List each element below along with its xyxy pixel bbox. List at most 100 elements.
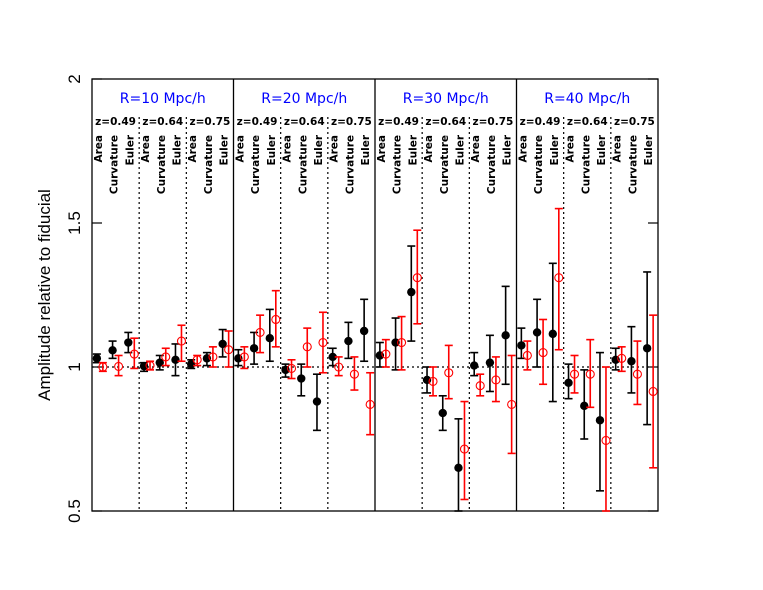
- data-point-filled: [501, 331, 510, 340]
- data-point-open: [428, 376, 438, 386]
- statistic-label: Curvature: [439, 135, 451, 194]
- data-point-open: [349, 369, 359, 379]
- statistic-label: Euler: [454, 134, 466, 165]
- data-point-open: [412, 273, 422, 283]
- data-point-open: [239, 352, 249, 362]
- data-point-filled: [359, 326, 369, 336]
- redshift-label: z=0.64: [425, 116, 466, 128]
- data-point-open: [554, 273, 564, 283]
- statistic-label: Curvature: [486, 135, 498, 194]
- statistic-label: Euler: [171, 134, 183, 165]
- panel-titles: R=10 Mpc/h R=20 Mpc/h R=30 Mpc/h R=40 Mpc/h: [120, 91, 630, 107]
- data-point-open: [585, 369, 595, 379]
- data-point-open: [538, 348, 548, 358]
- data-point-filled: [532, 328, 542, 337]
- data-point-filled: [92, 354, 102, 363]
- redshift-label: z=0.75: [473, 116, 514, 128]
- data-point-filled: [124, 338, 133, 347]
- statistic-label: Curvature: [156, 135, 168, 194]
- y-axis: 0.5 1 1.5 2: [65, 74, 658, 523]
- panel-dividers: [232, 79, 518, 511]
- data-point-filled: [281, 365, 290, 375]
- data-point-open: [255, 327, 265, 337]
- statistic-label: Area: [517, 135, 529, 163]
- redshift-dividers: [138, 117, 612, 511]
- data-point-filled: [485, 358, 495, 367]
- data-point-open: [129, 349, 139, 359]
- data-point-filled: [297, 374, 306, 383]
- data-point-open: [632, 369, 642, 379]
- data-point-open: [318, 337, 328, 348]
- statistic-label: Area: [612, 135, 624, 163]
- data-point-open: [192, 355, 202, 365]
- y-tick-label: 0.5: [65, 499, 84, 523]
- data-point-filled: [312, 397, 322, 406]
- data-point-open: [617, 353, 627, 363]
- data-point-open: [286, 363, 297, 373]
- statistic-label: Euler: [643, 134, 655, 165]
- data-point-filled: [517, 341, 526, 350]
- y-tick-label: 1: [65, 362, 84, 371]
- data-point-open: [459, 444, 470, 454]
- data-point-filled: [218, 339, 227, 349]
- statistic-label: Area: [234, 135, 246, 163]
- statistic-label: Curvature: [297, 135, 309, 194]
- statistic-label: Euler: [549, 134, 561, 165]
- data-point-open: [522, 350, 532, 361]
- data-point-filled: [249, 344, 259, 353]
- statistic-label: Area: [423, 135, 435, 163]
- data-point-filled: [580, 401, 589, 411]
- statistic-label: Area: [282, 135, 294, 163]
- data-point-filled: [171, 355, 180, 364]
- statistic-label: Curvature: [627, 135, 639, 194]
- data-point-filled: [328, 352, 337, 362]
- redshift-label: z=0.64: [567, 116, 608, 128]
- data-point-filled: [344, 336, 353, 346]
- data-point-filled: [438, 408, 447, 418]
- statistic-label: Area: [470, 135, 482, 163]
- statistic-label: Area: [93, 135, 105, 163]
- statistic-label: Euler: [407, 134, 419, 165]
- statistic-label: Curvature: [203, 135, 215, 194]
- statistic-label: Area: [187, 135, 199, 163]
- data-point-open: [569, 369, 580, 379]
- data-point-filled: [469, 361, 479, 370]
- data-point-filled: [186, 359, 196, 369]
- data-point-filled: [265, 334, 275, 343]
- redshift-label: z=0.64: [284, 116, 325, 128]
- data-point-filled: [611, 355, 620, 364]
- data-point-open: [334, 362, 344, 372]
- statistic-label: Curvature: [392, 135, 404, 194]
- data-point-open: [507, 399, 517, 409]
- data-point-open: [145, 361, 155, 371]
- data-point-filled: [407, 287, 416, 297]
- data-point-filled: [595, 416, 605, 425]
- data-point-filled: [564, 378, 573, 388]
- data-point-open: [491, 375, 501, 385]
- redshift-label: z=0.49: [237, 116, 278, 128]
- statistic-label: Area: [376, 135, 388, 163]
- data-point-filled: [627, 357, 636, 366]
- statistic-label: Curvature: [533, 135, 545, 194]
- data-point-filled: [642, 344, 652, 353]
- data-point-open: [444, 368, 454, 378]
- y-axis-label: Amplitude relative to fiducial: [35, 189, 54, 401]
- y-tick-label: 1.5: [65, 211, 84, 235]
- statistic-label: Euler: [219, 134, 231, 165]
- statistic-label: Euler: [313, 134, 325, 165]
- statistic-label: Curvature: [250, 135, 262, 194]
- redshift-label: z=0.75: [190, 116, 231, 128]
- data-point-filled: [548, 329, 558, 339]
- statistic-label: Curvature: [109, 135, 121, 194]
- statistic-label: Area: [140, 135, 152, 163]
- data-point-open: [161, 352, 171, 362]
- redshift-label: z=0.64: [142, 116, 183, 128]
- data-point-open: [176, 336, 187, 346]
- data-point-filled: [422, 375, 432, 385]
- data-point-filled: [108, 346, 117, 355]
- panel-title: R=40 Mpc/h: [544, 91, 630, 107]
- data-point-open: [381, 349, 391, 359]
- statistic-labels: Area Curvature Euler Area Curvature Euler Area…: [93, 134, 655, 194]
- statistic-label: Euler: [266, 134, 278, 165]
